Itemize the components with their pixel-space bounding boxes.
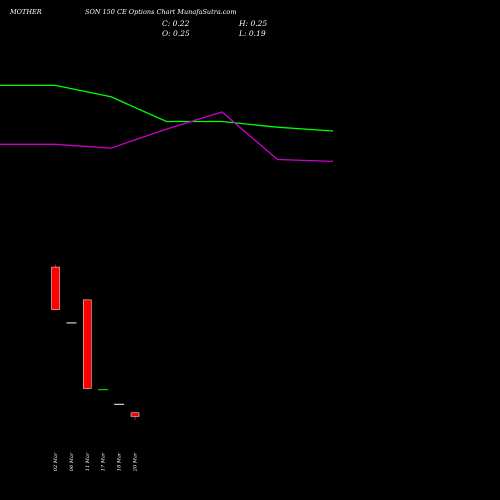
chart-title-left: MOTHER: [10, 8, 42, 16]
high-value: H: 0.25: [239, 19, 268, 28]
date-tick-label: 06 Mar: [69, 452, 75, 471]
date-tick-label: 18 Mar: [117, 452, 123, 471]
open-value: O: 0.25: [162, 29, 190, 38]
candles-layer: [51, 264, 140, 421]
candle-body: [51, 266, 60, 310]
date-tick-label: 17 Mar: [101, 452, 107, 471]
candle-body: [130, 412, 140, 417]
green-line-series: [0, 84, 334, 132]
chart-title-main: SON 150 CE Options Chart MunafaSutra.com: [85, 8, 237, 16]
date-tick-label: 02 Mar: [53, 452, 59, 471]
date-axis: 02 Mar 06 Mar 11 Mar 17 Mar 18 Mar 20 Mar: [53, 452, 139, 472]
date-tick-label: 20 Mar: [133, 452, 139, 472]
close-value: C: 0.22: [162, 19, 190, 28]
line-series-layer: [0, 84, 334, 163]
date-tick-label: 11 Mar: [85, 452, 91, 471]
candle-body: [83, 299, 92, 389]
purple-line-series: [0, 111, 334, 163]
low-value: L: 0.19: [239, 29, 266, 38]
